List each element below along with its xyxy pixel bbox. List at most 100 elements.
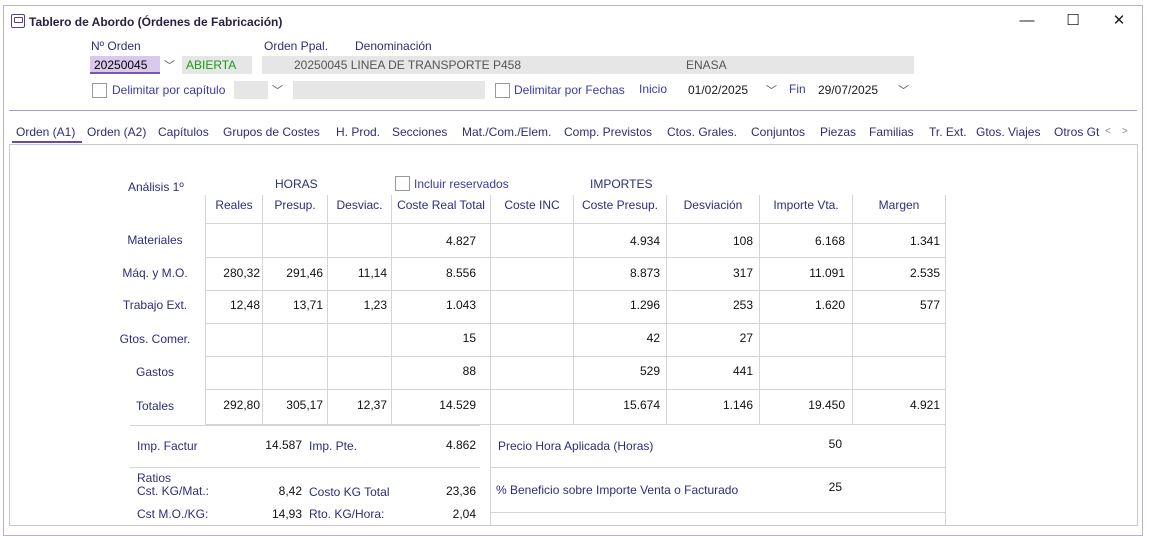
- include-reserved-label: Incluir reservados: [414, 177, 509, 191]
- tab-gtos-viajes[interactable]: Gtos. Viajes: [976, 125, 1041, 139]
- chapter-select[interactable]: [234, 81, 268, 99]
- imp-factur-label: Imp. Factur: [137, 439, 198, 453]
- chapter-name-field: [293, 81, 485, 99]
- table-cell: 15.674: [623, 398, 660, 412]
- chapter-dropdown-chevron-icon[interactable]: ﹀: [272, 85, 283, 97]
- end-date-field[interactable]: 29/07/2025: [818, 83, 879, 97]
- grid-hline: [205, 223, 946, 224]
- tab-familias[interactable]: Familias: [869, 125, 914, 139]
- denomination-value: LINEA DE TRANSPORTE P458: [350, 58, 522, 72]
- table-cell: 4.827: [445, 234, 476, 248]
- order-number-label: Nº Orden: [91, 39, 141, 53]
- grid-vline: [262, 195, 263, 425]
- grid-hline: [205, 424, 946, 425]
- tab-mat-com-elem[interactable]: Mat./Com./Elem.: [462, 125, 552, 139]
- tab-secciones[interactable]: Secciones: [392, 125, 448, 139]
- parent-order-field: 20250045 LINEA DE TRANSPORTE P458: [262, 56, 682, 74]
- row-label-maq-mo: Máq. y M.O.: [122, 266, 188, 280]
- col-header-coste-presup: Coste Presup.: [581, 198, 659, 212]
- date-filter-checkbox[interactable]: [495, 83, 510, 98]
- table-cell: 15: [462, 331, 476, 345]
- grid-vline: [852, 195, 853, 425]
- tab-orden-a1[interactable]: Orden (A1): [16, 125, 76, 139]
- table-cell: 11.091: [809, 266, 845, 280]
- order-dropdown-chevron-icon[interactable]: ﹀: [164, 60, 175, 72]
- tab-ctos-grales[interactable]: Ctos. Grales.: [667, 125, 738, 139]
- tabs-scroll-right-icon[interactable]: >: [1122, 126, 1128, 137]
- grid-vline: [666, 195, 667, 425]
- tab-orden-a2[interactable]: Orden (A2): [87, 125, 147, 139]
- grid-hline: [205, 257, 946, 258]
- grid-hline: [205, 389, 946, 390]
- col-header-coste-real-total: Coste Real Total: [397, 198, 485, 212]
- col-header-importe-vta: Importe Vta.: [773, 198, 839, 212]
- row-label-totales: Totales: [135, 399, 175, 413]
- start-date-label: Inicio: [639, 82, 668, 96]
- tab-piezas[interactable]: Piezas: [820, 125, 857, 139]
- footer-hline: [130, 467, 480, 468]
- col-header-desviacion: Desviación: [683, 198, 743, 212]
- tab-h-prod[interactable]: H. Prod.: [336, 125, 381, 139]
- tab-conjuntos[interactable]: Conjuntos: [751, 125, 806, 139]
- window-title: Tablero de Abordo (Órdenes de Fabricació…: [29, 15, 283, 29]
- start-date-field[interactable]: 01/02/2025: [688, 83, 749, 97]
- chapter-filter-label: Delimitar por capítulo: [112, 83, 226, 97]
- table-cell: 4.934: [629, 234, 660, 248]
- table-cell: 42: [646, 331, 660, 345]
- maximize-button[interactable]: ☐: [1066, 12, 1080, 29]
- costo-kg-total-label: Costo KG Total: [309, 485, 390, 499]
- order-number-field[interactable]: 20250045: [90, 56, 160, 74]
- denomination-label: Denominación: [355, 39, 432, 53]
- close-button[interactable]: ✕: [1112, 12, 1126, 29]
- table-cell: 8.873: [629, 266, 660, 280]
- table-cell: 577: [919, 298, 940, 312]
- app-icon: [11, 14, 25, 28]
- table-cell: 280,32: [223, 266, 260, 280]
- grid-vline: [327, 195, 328, 425]
- end-date-label: Fin: [789, 82, 806, 96]
- table-cell: 14.529: [439, 398, 476, 412]
- table-cell: 11,14: [357, 266, 387, 280]
- footer-hline: [490, 512, 946, 513]
- active-tab-indicator: [12, 141, 82, 143]
- parent-order-value: 20250045: [294, 58, 348, 72]
- grid-vline: [391, 195, 392, 425]
- chapter-filter-checkbox[interactable]: [92, 83, 107, 98]
- tabs-scroll-left-icon[interactable]: <: [1105, 126, 1111, 137]
- table-cell: 1.296: [629, 298, 660, 312]
- col-header-margen: Margen: [878, 198, 920, 212]
- end-date-chevron-icon[interactable]: ﹀: [898, 85, 909, 97]
- table-cell: 12,48: [229, 298, 260, 312]
- row-label-materiales: Materiales: [127, 233, 183, 247]
- table-cell: 13,71: [292, 298, 323, 312]
- grid-vline: [945, 195, 946, 525]
- tab-comp-previstos[interactable]: Comp. Previstos: [564, 125, 653, 139]
- tab-otros-gt[interactable]: Otros Gt: [1054, 125, 1100, 139]
- ratios-label: Ratios: [137, 471, 172, 485]
- tab-tr-ext[interactable]: Tr. Ext.: [929, 125, 967, 139]
- imp-pte-label: Imp. Pte.: [309, 439, 358, 453]
- table-cell: 8.556: [445, 266, 476, 280]
- include-reserved-checkbox[interactable]: [395, 176, 410, 191]
- row-label-gtos-comer: Gtos. Comer.: [119, 332, 191, 346]
- cst-mo-kg-label: Cst M.O./KG:: [137, 507, 209, 521]
- table-cell: 1.146: [722, 398, 753, 412]
- tab-capitulos[interactable]: Capítulos: [158, 125, 209, 139]
- table-cell: 305,17: [286, 398, 323, 412]
- table-cell: 529: [639, 364, 660, 378]
- table-cell: 1.043: [445, 298, 476, 312]
- start-date-chevron-icon[interactable]: ﹀: [766, 85, 777, 97]
- row-label-gastos: Gastos: [135, 365, 174, 379]
- analysis-title: Análisis 1º: [128, 180, 184, 194]
- row-label-trabajo-ext: Trabajo Ext.: [122, 298, 188, 312]
- table-cell: 6.168: [814, 234, 845, 248]
- tab-grupos-costes[interactable]: Grupos de Costes: [223, 125, 320, 139]
- minimize-button[interactable]: —: [1019, 12, 1035, 29]
- table-cell: 2.535: [909, 266, 940, 280]
- table-cell: 317: [732, 266, 753, 280]
- rto-kg-hora-value: 2,04: [452, 507, 476, 521]
- order-status-field: ABIERTA: [182, 56, 252, 74]
- imp-pte-value: 4.862: [445, 438, 476, 452]
- footer-hline: [490, 467, 946, 468]
- col-header-presup: Presup.: [274, 198, 316, 212]
